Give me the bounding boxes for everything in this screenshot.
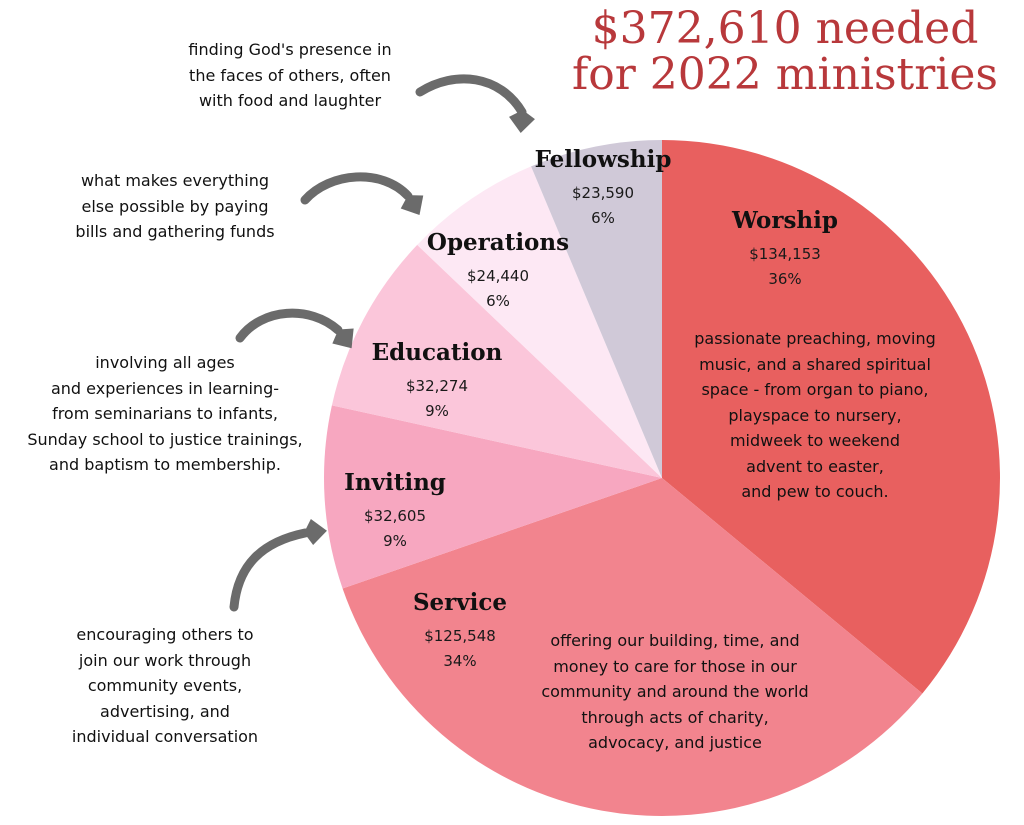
slice-label-inviting-amount: $32,605: [364, 507, 426, 525]
slice-label-service-name: Service: [413, 589, 507, 616]
pie-slice-inviting: [323, 405, 662, 589]
slice-label-fellowship-amount: $23,590: [572, 184, 634, 202]
education-description: involving all ages and experiences in le…: [27, 353, 303, 474]
inviting-description: encouraging others to join our work thro…: [71, 625, 259, 746]
worship-description: passionate preaching, moving music, and …: [694, 329, 936, 501]
service-description: offering our building, time, and money t…: [541, 631, 809, 752]
page-title: $372,610 needed for 2022 ministries: [560, 6, 1010, 98]
arrow-icon-fellowship: [415, 74, 535, 133]
slice-label-education-name: Education: [372, 339, 503, 366]
slice-label-operations-name: Operations: [427, 229, 569, 256]
pie-slice-service: [342, 478, 923, 816]
arrow-icon-education: [235, 308, 354, 349]
slice-label-operations-amount: $24,440: [467, 267, 529, 285]
pie-slice-operations: [417, 166, 662, 478]
slice-label-worship-percent: 36%: [768, 270, 801, 288]
slice-label-fellowship-percent: 6%: [591, 209, 615, 227]
arrow-icon-operations: [300, 172, 424, 215]
slice-label-worship-name: Worship: [731, 207, 838, 234]
slice-label-education-percent: 9%: [425, 402, 449, 420]
pie-slice-worship: [662, 140, 1000, 694]
slice-label-service-amount: $125,548: [424, 627, 496, 645]
pie-slice-education: [331, 244, 662, 478]
fellowship-description: finding God's presence in the faces of o…: [188, 40, 392, 110]
slice-label-service-percent: 34%: [443, 652, 476, 670]
title-line-1: $372,610 needed: [591, 3, 979, 54]
slice-label-education-amount: $32,274: [406, 377, 468, 395]
slice-label-inviting-name: Inviting: [344, 469, 446, 496]
slice-label-fellowship-name: Fellowship: [535, 146, 672, 173]
pie-slice-fellowship: [531, 140, 662, 478]
arrow-icon-inviting: [229, 519, 327, 612]
slice-label-operations-percent: 6%: [486, 292, 510, 310]
slice-label-worship-amount: $134,153: [749, 245, 821, 263]
title-line-2: for 2022 ministries: [572, 49, 998, 100]
operations-description: what makes everything else possible by p…: [75, 171, 275, 241]
slice-label-inviting-percent: 9%: [383, 532, 407, 550]
